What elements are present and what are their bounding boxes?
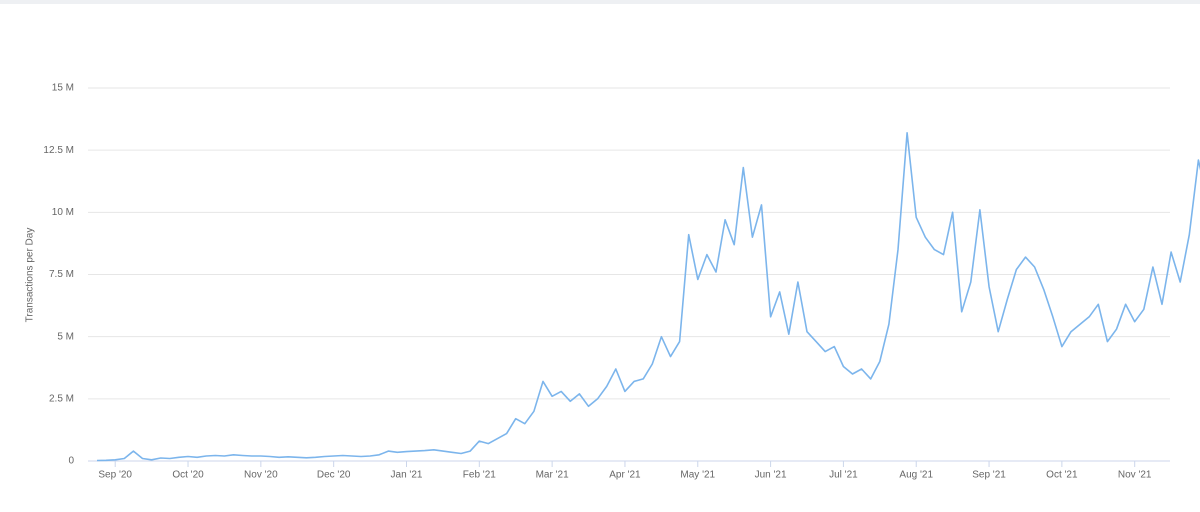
x-tick-label: Jun '21 [755,470,787,481]
x-tick-label: Oct '21 [1046,470,1078,481]
x-tick-label: Aug '21 [899,470,933,481]
x-tick-label: May '21 [680,470,715,481]
top-border [0,0,1200,4]
y-tick-label: 2.5 M [49,393,74,404]
y-tick-label: 15 M [52,83,74,94]
y-tick-label: 12.5 M [43,145,74,156]
y-tick-label: 5 M [57,331,74,342]
x-tick-label: Nov '21 [1118,470,1152,481]
y-tick-label: 10 M [52,207,74,218]
x-tick-label: Feb '21 [463,470,496,481]
y-axis-label: Transactions per Day [25,228,36,323]
x-tick-label: Jan '21 [391,470,423,481]
x-tick-label: Oct '20 [172,470,204,481]
x-tick-label: Apr '21 [609,470,641,481]
x-tick-label: Dec '20 [317,470,351,481]
series-line [96,132,1200,462]
x-tick-label: Jul '21 [829,470,858,481]
x-tick-label: Sep '20 [98,470,132,481]
y-tick-label: 0 [68,456,74,467]
x-tick-label: Nov '20 [244,470,278,481]
x-tick-label: Mar '21 [536,470,569,481]
y-tick-label: 7.5 M [49,269,74,280]
x-tick-label: Sep '21 [972,470,1006,481]
